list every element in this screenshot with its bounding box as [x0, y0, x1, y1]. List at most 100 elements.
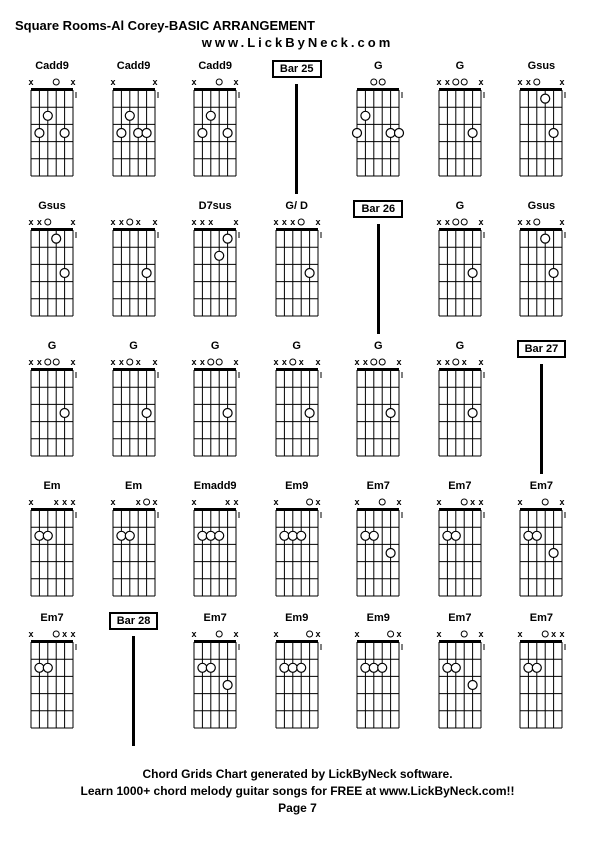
- chord-label: D7sus: [199, 200, 232, 214]
- page: Square Rooms-Al Corey-BASIC ARRANGEMENT …: [0, 0, 595, 836]
- chord-diagram: [349, 76, 407, 186]
- chord-diagram: xx: [186, 628, 244, 738]
- chord-label: Em9: [285, 612, 308, 626]
- svg-text:x: x: [445, 77, 450, 87]
- svg-text:x: x: [225, 497, 230, 507]
- svg-text:x: x: [552, 629, 557, 639]
- svg-text:x: x: [298, 357, 303, 367]
- svg-text:x: x: [518, 217, 523, 227]
- svg-text:x: x: [70, 217, 75, 227]
- chord-cell: G: [341, 60, 415, 194]
- chord-cell: Emadd9xxx: [178, 480, 252, 606]
- chord-label: Em7: [367, 480, 390, 494]
- chord-cell: Gxxxx: [260, 340, 334, 474]
- chord-cell: Gsusxxx: [15, 200, 89, 334]
- chord-label: G: [374, 60, 383, 74]
- chord-label: Em7: [530, 480, 553, 494]
- chord-cell: Cadd9xx: [97, 60, 171, 194]
- svg-text:x: x: [54, 497, 59, 507]
- chord-diagram-svg: xxxx: [268, 356, 326, 466]
- bar-label: Bar 27: [517, 340, 567, 358]
- chord-diagram: xxxx: [105, 356, 163, 466]
- chord-label: Em: [125, 480, 142, 494]
- chord-diagram: xxx: [23, 356, 81, 466]
- svg-text:x: x: [560, 77, 565, 87]
- chord-label: Gsus: [528, 200, 556, 214]
- chord-label: Em9: [367, 612, 390, 626]
- footer-line: Chord Grids Chart generated by LickByNec…: [15, 766, 580, 783]
- chord-cell: G/ Dxxxx: [260, 200, 334, 334]
- svg-text:x: x: [70, 77, 75, 87]
- svg-text:x: x: [28, 497, 33, 507]
- svg-text:x: x: [234, 357, 239, 367]
- chord-cell: Em9xx: [260, 480, 334, 606]
- chord-diagram-svg: xx: [23, 76, 81, 186]
- chord-cell: Em7xx: [341, 480, 415, 606]
- chord-diagram: xxx: [186, 496, 244, 606]
- chord-label: G: [129, 340, 138, 354]
- svg-text:x: x: [37, 357, 42, 367]
- svg-text:x: x: [518, 497, 523, 507]
- chord-diagram-svg: xx: [186, 76, 244, 186]
- chord-diagram: xxx: [512, 76, 570, 186]
- chord-diagram-svg: xxxx: [431, 356, 489, 466]
- chord-cell: Cadd9xx: [178, 60, 252, 194]
- svg-text:x: x: [560, 217, 565, 227]
- svg-text:x: x: [470, 497, 475, 507]
- chord-diagram-svg: xxx: [23, 216, 81, 326]
- svg-text:x: x: [445, 217, 450, 227]
- svg-text:x: x: [192, 497, 197, 507]
- svg-text:x: x: [192, 77, 197, 87]
- chord-diagram: xx: [268, 628, 326, 738]
- bar-cell: Bar 26: [341, 200, 415, 334]
- chord-label: G: [292, 340, 301, 354]
- footer-line: Learn 1000+ chord melody guitar songs fo…: [15, 783, 580, 800]
- chord-diagram: xxx: [512, 216, 570, 326]
- page-footer: Chord Grids Chart generated by LickByNec…: [15, 766, 580, 816]
- bar-line: [540, 364, 543, 474]
- chord-cell: Em9 xx: [260, 612, 334, 746]
- svg-text:x: x: [518, 629, 523, 639]
- chord-cell: Em9 xx: [341, 612, 415, 746]
- chord-diagram-svg: xxx: [23, 356, 81, 466]
- chord-label: Cadd9: [117, 60, 151, 74]
- chord-diagram-svg: xx: [512, 496, 570, 606]
- chord-diagram: xxx: [431, 76, 489, 186]
- chord-diagram-svg: xxx: [431, 76, 489, 186]
- bar-cell: Bar 25: [260, 60, 334, 194]
- chord-cell: Em xxx: [97, 480, 171, 606]
- chord-diagram-svg: xxxx: [105, 356, 163, 466]
- chord-label: Em7: [448, 480, 471, 494]
- svg-text:x: x: [152, 217, 157, 227]
- chord-diagram-svg: xxx: [512, 628, 570, 738]
- chord-diagram: xxx: [105, 496, 163, 606]
- chord-diagram-svg: xx: [349, 628, 407, 738]
- svg-text:x: x: [135, 217, 140, 227]
- chord-diagram: xx: [431, 628, 489, 738]
- chord-cell: D7susxxxx: [178, 200, 252, 334]
- bar-label: Bar 28: [109, 612, 159, 630]
- svg-text:x: x: [192, 629, 197, 639]
- svg-text:x: x: [234, 217, 239, 227]
- svg-text:x: x: [290, 217, 295, 227]
- chord-diagram: xxx: [23, 216, 81, 326]
- svg-text:x: x: [152, 497, 157, 507]
- chord-cell: Emxxxx: [15, 480, 89, 606]
- svg-text:x: x: [62, 629, 67, 639]
- svg-text:x: x: [234, 629, 239, 639]
- chord-label: G: [456, 60, 465, 74]
- chord-diagram: xx: [349, 628, 407, 738]
- chord-diagram: xxx: [186, 356, 244, 466]
- chord-cell: Gxxxx: [97, 340, 171, 474]
- chord-cell: Gsusxxx: [504, 200, 578, 334]
- chord-diagram: xxx: [23, 628, 81, 738]
- svg-text:x: x: [518, 77, 523, 87]
- svg-text:x: x: [135, 357, 140, 367]
- chord-diagram-svg: xxxx: [268, 216, 326, 326]
- chord-cell: Gxxx: [423, 200, 497, 334]
- chord-diagram-svg: xxx: [186, 496, 244, 606]
- svg-text:x: x: [118, 217, 123, 227]
- chord-diagram: xxx: [349, 356, 407, 466]
- chord-diagram: xxxx: [23, 496, 81, 606]
- chord-cell: Gxxx: [15, 340, 89, 474]
